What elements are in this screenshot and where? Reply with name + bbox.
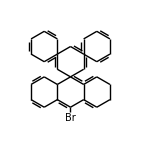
Text: Br: Br [65, 113, 76, 123]
